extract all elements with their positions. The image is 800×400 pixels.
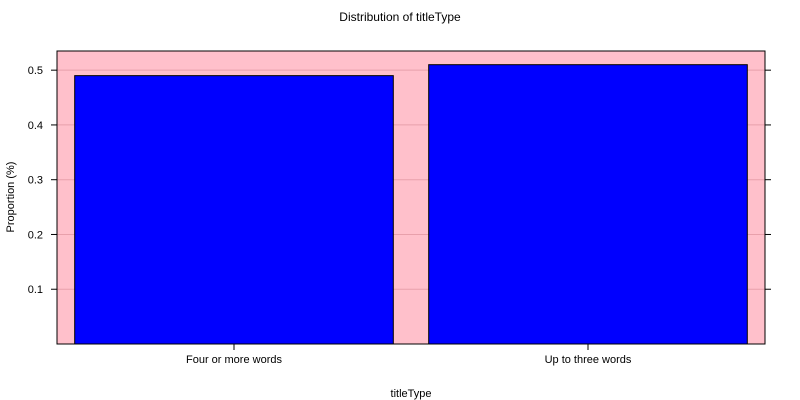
- bar: [428, 64, 748, 345]
- y-tick-label: 0.1: [28, 284, 43, 296]
- x-axis-label: titleType: [391, 388, 432, 400]
- y-axis-label: Proportion (%): [5, 162, 17, 233]
- plot-frame: [56, 50, 766, 345]
- bars: [74, 64, 748, 345]
- y-tick-label: 0.3: [28, 175, 43, 187]
- y-tick-label: 0.2: [28, 229, 43, 241]
- y-axis: 0.1 0.2 0.3 0.4 0.5: [28, 65, 771, 296]
- y-tick-label: 0.5: [28, 65, 43, 77]
- bar: [74, 75, 394, 345]
- y-tick-label: 0.4: [28, 120, 43, 132]
- x-tick-label: Four or more words: [186, 354, 282, 366]
- chart-title: Distribution of titleType: [339, 10, 461, 24]
- x-tick-label: Up to three words: [545, 354, 632, 366]
- x-axis: Four or more words Up to three words: [186, 344, 632, 366]
